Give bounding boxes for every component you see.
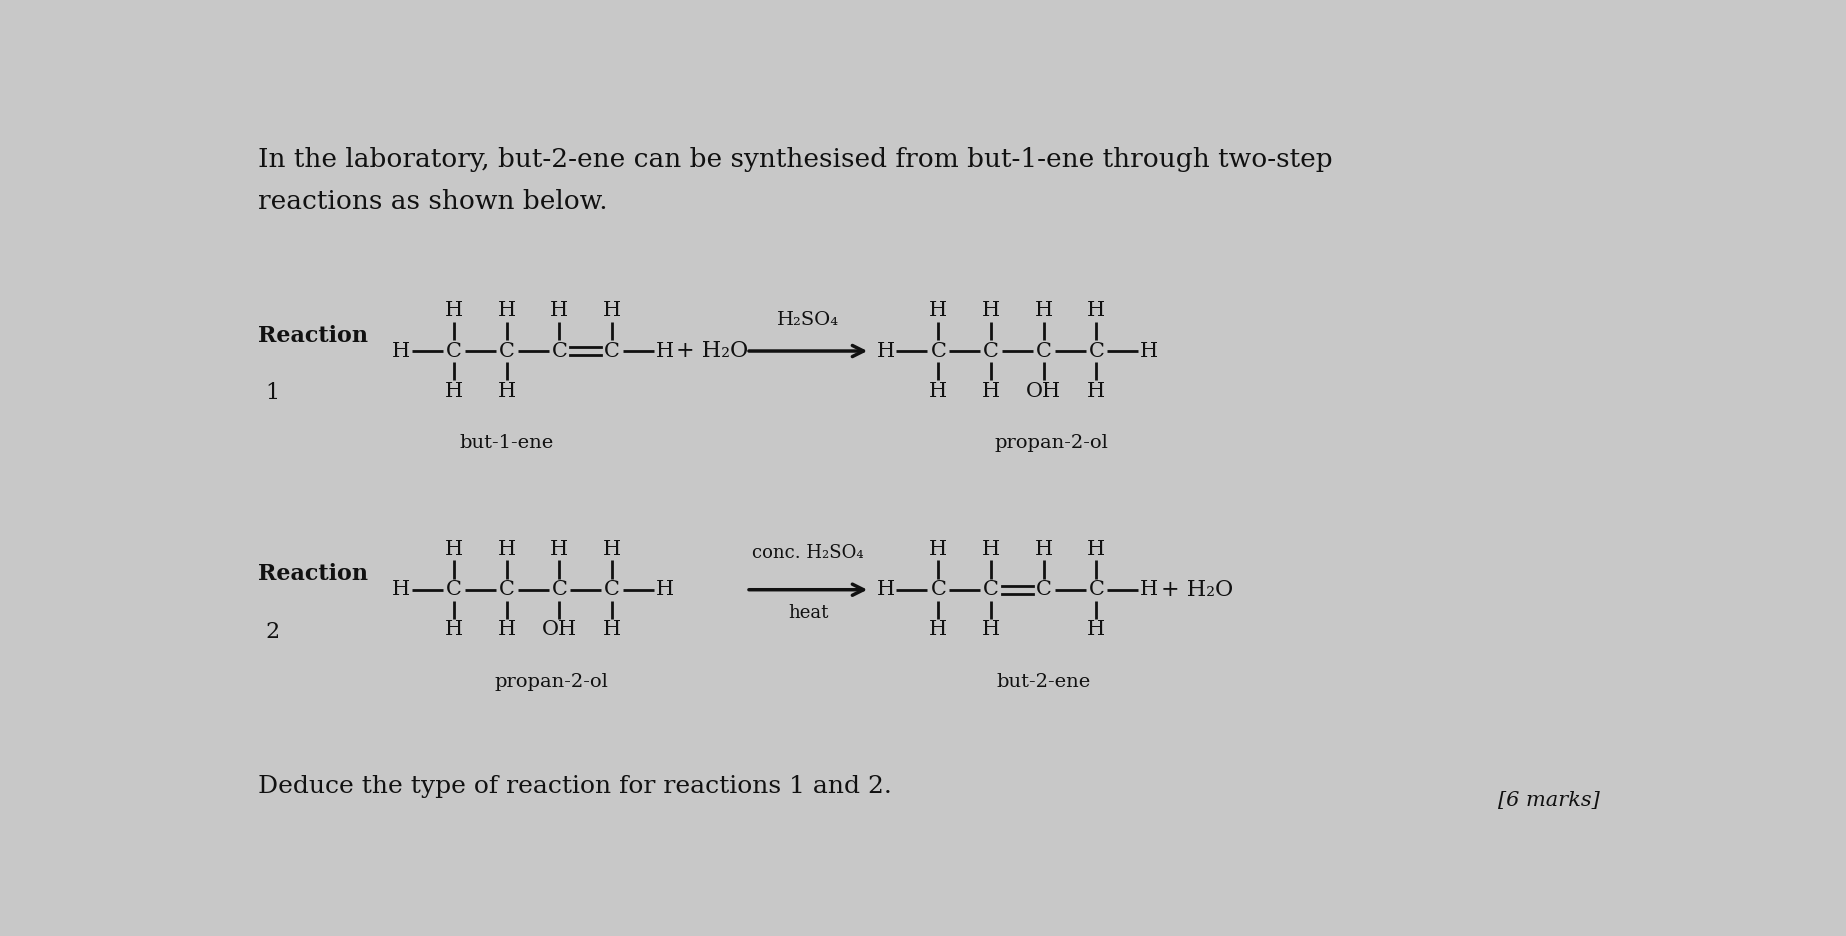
Text: H: H <box>498 301 515 320</box>
Text: C: C <box>1089 580 1104 599</box>
Text: H: H <box>982 540 1001 559</box>
Text: but-2-ene: but-2-ene <box>997 673 1091 691</box>
Text: H: H <box>1141 580 1157 599</box>
Text: H: H <box>929 540 947 559</box>
Text: Reaction: Reaction <box>258 325 367 346</box>
Text: propan-2-ol: propan-2-ol <box>495 673 609 691</box>
Text: H: H <box>498 382 515 401</box>
Text: C: C <box>930 342 947 360</box>
Text: H: H <box>1087 621 1106 639</box>
Text: H: H <box>604 540 620 559</box>
Text: OH: OH <box>1026 382 1061 401</box>
Text: H: H <box>1034 301 1052 320</box>
Text: H: H <box>498 540 515 559</box>
Text: C: C <box>447 342 462 360</box>
Text: H: H <box>877 580 895 599</box>
Text: H: H <box>445 540 463 559</box>
Text: C: C <box>498 342 515 360</box>
Text: C: C <box>604 342 620 360</box>
Text: [6 marks]: [6 marks] <box>1497 791 1599 810</box>
Text: C: C <box>984 342 999 360</box>
Text: H: H <box>655 342 674 360</box>
Text: H: H <box>604 301 620 320</box>
Text: C: C <box>1036 580 1052 599</box>
Text: H₂SO₄: H₂SO₄ <box>777 311 840 329</box>
Text: C: C <box>1036 342 1052 360</box>
Text: Deduce the type of reaction for reactions 1 and 2.: Deduce the type of reaction for reaction… <box>258 774 892 797</box>
Text: In the laboratory, but-2-ene can be synthesised from but-1-ene through two-step: In the laboratory, but-2-ene can be synt… <box>258 147 1333 172</box>
Text: C: C <box>552 580 567 599</box>
Text: H: H <box>550 540 569 559</box>
Text: H: H <box>1141 342 1157 360</box>
Text: H: H <box>445 621 463 639</box>
Text: C: C <box>1089 342 1104 360</box>
Text: H: H <box>1087 540 1106 559</box>
Text: H: H <box>1087 301 1106 320</box>
Text: H: H <box>982 621 1001 639</box>
Text: H: H <box>498 621 515 639</box>
Text: C: C <box>552 342 567 360</box>
Text: + H₂O: + H₂O <box>676 340 749 362</box>
Text: H: H <box>982 301 1001 320</box>
Text: H: H <box>391 580 410 599</box>
Text: propan-2-ol: propan-2-ol <box>995 434 1108 452</box>
Text: H: H <box>550 301 569 320</box>
Text: C: C <box>498 580 515 599</box>
Text: H: H <box>1034 540 1052 559</box>
Text: H: H <box>929 382 947 401</box>
Text: Reaction: Reaction <box>258 563 367 585</box>
Text: H: H <box>929 621 947 639</box>
Text: H: H <box>391 342 410 360</box>
Text: C: C <box>447 580 462 599</box>
Text: 2: 2 <box>266 622 281 643</box>
Text: 1: 1 <box>266 383 281 404</box>
Text: H: H <box>604 621 620 639</box>
Text: but-1-ene: but-1-ene <box>460 434 554 452</box>
Text: + H₂O: + H₂O <box>1161 578 1233 601</box>
Text: conc. H₂SO₄: conc. H₂SO₄ <box>753 544 864 562</box>
Text: H: H <box>877 342 895 360</box>
Text: H: H <box>655 580 674 599</box>
Text: C: C <box>984 580 999 599</box>
Text: H: H <box>445 301 463 320</box>
Text: C: C <box>930 580 947 599</box>
Text: H: H <box>1087 382 1106 401</box>
Text: reactions as shown below.: reactions as shown below. <box>258 189 607 214</box>
Text: heat: heat <box>788 604 829 622</box>
Text: H: H <box>929 301 947 320</box>
Text: H: H <box>445 382 463 401</box>
Text: H: H <box>982 382 1001 401</box>
Text: C: C <box>604 580 620 599</box>
Text: OH: OH <box>541 621 578 639</box>
